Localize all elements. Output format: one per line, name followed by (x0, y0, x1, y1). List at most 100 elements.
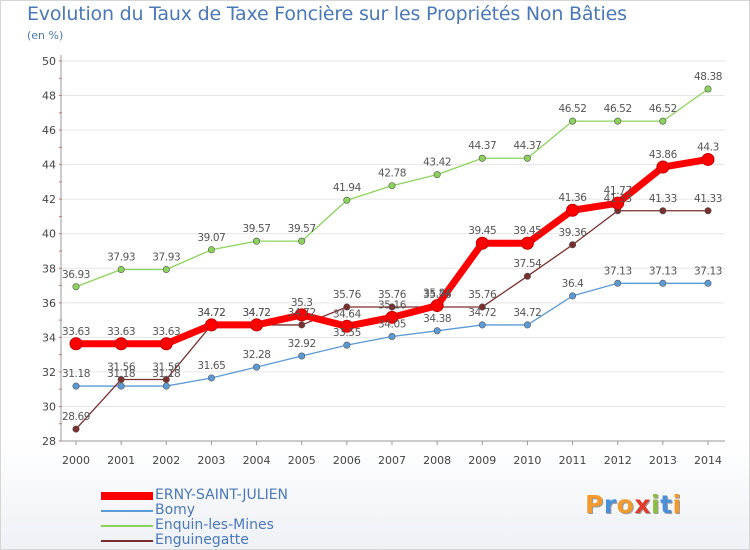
data-label: 37.93 (107, 251, 135, 263)
y-tick-label: 34 (42, 331, 56, 344)
data-point (659, 279, 667, 287)
data-label: 33.63 (62, 326, 90, 338)
data-point (253, 363, 261, 371)
data-label: 32.28 (243, 349, 271, 361)
data-point (207, 246, 215, 254)
y-tick-label: 42 (42, 193, 56, 206)
data-point (656, 160, 670, 174)
data-point (433, 327, 441, 335)
data-point (117, 265, 125, 273)
data-label: 39.07 (197, 232, 225, 244)
data-point (298, 237, 306, 245)
data-label: 35.76 (378, 289, 407, 301)
data-point (430, 299, 444, 313)
data-point (72, 283, 80, 291)
data-point (298, 352, 306, 360)
data-point (701, 152, 715, 166)
data-label: 37.54 (513, 258, 542, 270)
data-label: 43.86 (649, 149, 678, 161)
y-tick-label: 40 (42, 228, 56, 241)
y-tick-label: 38 (42, 262, 56, 275)
data-label: 39.57 (288, 223, 316, 235)
data-point (343, 303, 351, 311)
data-point (478, 303, 486, 311)
x-tick-label: 2014 (694, 454, 722, 467)
data-point (162, 382, 170, 390)
data-point (298, 321, 306, 329)
data-label: 34.72 (288, 307, 316, 319)
data-label: 34.72 (468, 307, 496, 319)
data-point (204, 318, 218, 332)
data-label: 31.65 (197, 360, 225, 372)
data-point (114, 337, 128, 351)
data-label: 35.76 (333, 289, 362, 301)
y-tick-label: 44 (42, 159, 56, 172)
data-label: 39.45 (513, 225, 541, 237)
data-label: 41.33 (604, 193, 632, 205)
y-tick-label: 30 (42, 400, 56, 413)
legend-swatch (101, 510, 153, 512)
data-point (704, 207, 712, 215)
data-point (475, 236, 489, 250)
data-label: 41.77 (604, 185, 632, 197)
data-label: 41.94 (333, 182, 362, 194)
data-label: 36.93 (62, 269, 90, 281)
data-label: 34.72 (243, 307, 271, 319)
data-label: 34.72 (513, 307, 541, 319)
data-label: 35.76 (423, 289, 452, 301)
legend-label: Enguinegatte (155, 532, 249, 548)
data-label: 34.72 (197, 307, 225, 319)
x-tick-label: 2008 (423, 454, 451, 467)
x-tick-label: 2002 (152, 454, 180, 467)
data-label: 36.4 (562, 278, 584, 290)
legend-swatch (101, 492, 153, 500)
data-label: 39.45 (468, 225, 496, 237)
data-point (72, 425, 80, 433)
data-point (478, 321, 486, 329)
data-point (433, 171, 441, 179)
data-point (250, 318, 264, 332)
y-tick-label: 36 (42, 297, 56, 310)
data-label: 31.56 (107, 362, 136, 374)
data-label: 35.16 (378, 299, 407, 311)
data-label: 35.84 (423, 288, 452, 300)
data-label: 37.13 (604, 265, 632, 277)
y-tick-label: 48 (42, 90, 56, 103)
data-point (614, 117, 622, 125)
data-point (659, 117, 667, 125)
x-tick-label: 2005 (288, 454, 316, 467)
data-point (614, 279, 622, 287)
x-tick-label: 2012 (604, 454, 632, 467)
data-point (520, 236, 534, 250)
data-point (162, 376, 170, 384)
data-point (253, 237, 261, 245)
data-point (207, 374, 215, 382)
data-label: 46.52 (559, 103, 587, 115)
data-label: 34.38 (423, 313, 451, 325)
data-label: 31.18 (107, 368, 135, 380)
data-label: 34.72 (197, 307, 225, 319)
data-label: 31.18 (152, 368, 180, 380)
data-point (295, 308, 309, 322)
data-point (659, 207, 667, 215)
data-label: 35.3 (291, 297, 313, 309)
data-label: 41.33 (694, 193, 722, 205)
data-label: 35.76 (468, 289, 497, 301)
data-point (388, 182, 396, 190)
data-label: 37.13 (694, 265, 722, 277)
x-tick-label: 2006 (333, 454, 361, 467)
data-label: 37.13 (649, 265, 677, 277)
data-label: 46.52 (604, 103, 632, 115)
chart-title: Evolution du Taux de Taxe Foncière sur l… (27, 3, 627, 25)
x-tick-label: 2010 (513, 454, 541, 467)
data-point (385, 310, 399, 324)
data-label: 44.37 (468, 140, 496, 152)
data-point (569, 241, 577, 249)
data-label: 41.36 (559, 192, 588, 204)
data-label: 31.18 (62, 368, 90, 380)
data-point (704, 85, 712, 93)
data-point (388, 332, 396, 340)
data-label: 28.69 (62, 411, 90, 423)
proxiti-logo: Proxiti (585, 490, 682, 519)
unit-label: (en %) (27, 29, 64, 42)
